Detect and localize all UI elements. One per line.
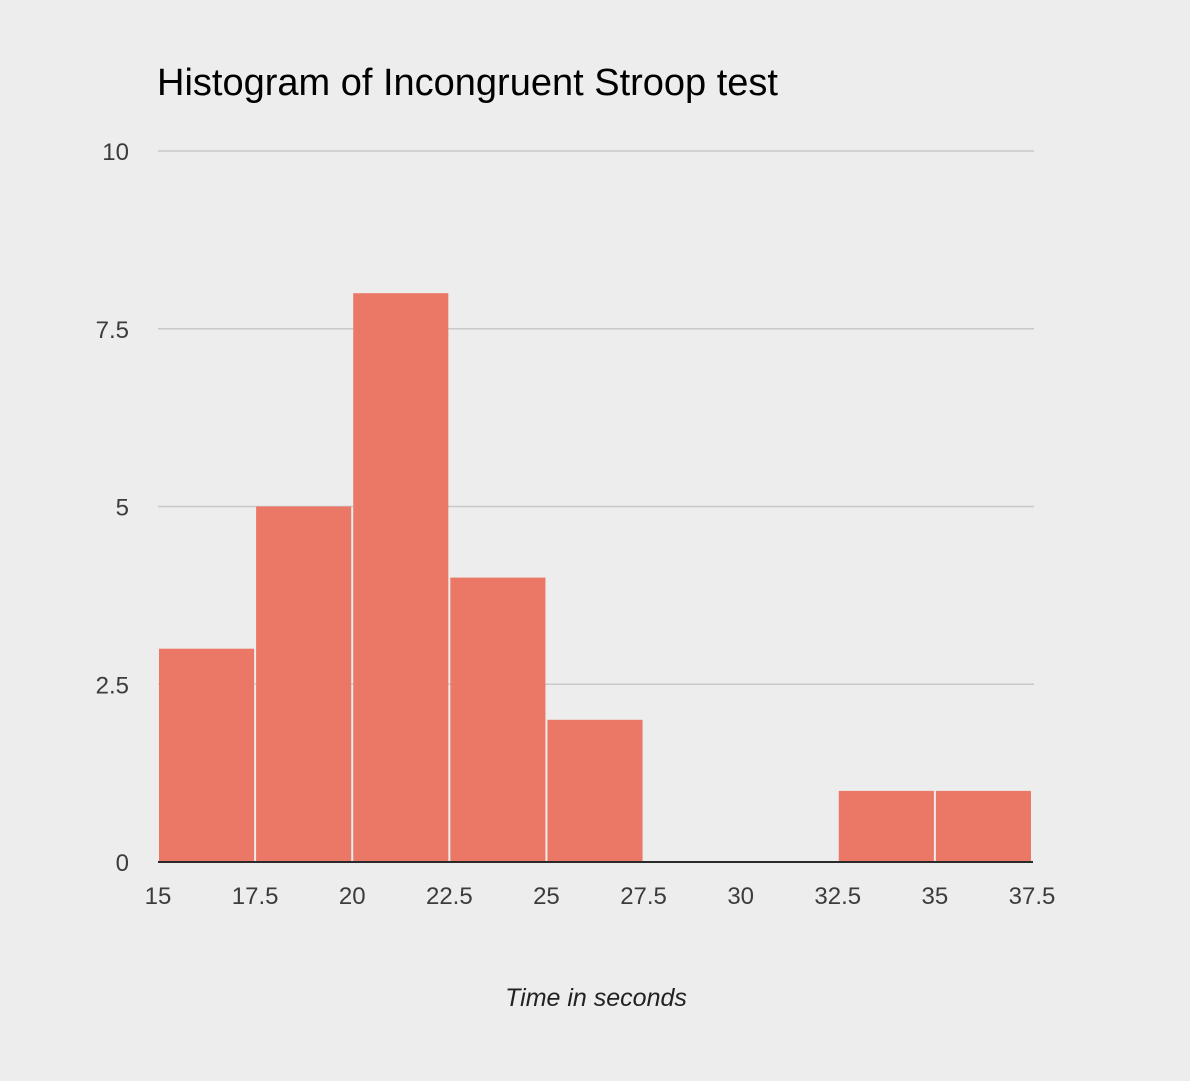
x-axis-title: Time in seconds: [505, 984, 687, 1012]
bar-17.5-20: [256, 506, 352, 862]
bar-20-22.5: [353, 293, 449, 862]
bar-35-37.5: [935, 790, 1031, 862]
x-tick-label: 27.5: [620, 883, 667, 910]
x-tick-label: 15: [145, 883, 172, 910]
x-tick-label: 30: [727, 883, 754, 910]
x-tick-labels: 15 17.5 20 22.5 25 27.5 30 32.5 35 37.5: [145, 883, 1056, 910]
x-tick-label: 35: [922, 883, 949, 910]
y-tick-labels: 0 2.5 5 7.5 10: [96, 139, 129, 877]
y-tick-label: 7.5: [96, 317, 129, 344]
bars: [159, 293, 1031, 862]
y-tick-label: 10: [102, 139, 129, 166]
bar-15-17.5: [159, 648, 255, 862]
bar-32.5-35: [838, 790, 934, 862]
x-tick-label: 37.5: [1009, 883, 1056, 910]
bar-25-27.5: [547, 719, 643, 862]
x-tick-label: 32.5: [814, 883, 861, 910]
y-tick-label: 0: [116, 850, 129, 877]
y-tick-label: 2.5: [96, 672, 129, 699]
x-tick-label: 22.5: [426, 883, 473, 910]
bar-22.5-25: [450, 577, 546, 862]
x-tick-label: 20: [339, 883, 366, 910]
y-tick-label: 5: [116, 495, 129, 522]
x-tick-label: 25: [533, 883, 560, 910]
x-tick-label: 17.5: [232, 883, 279, 910]
chart-title: Histogram of Incongruent Stroop test: [157, 62, 778, 104]
